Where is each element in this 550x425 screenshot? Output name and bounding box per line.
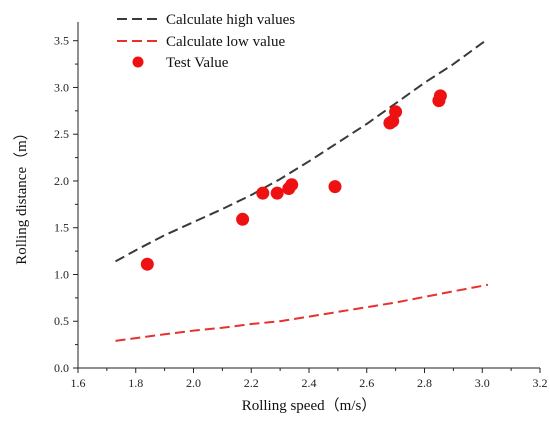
legend: Calculate high values Calculate low valu… [117,12,295,71]
x-tick-label: 3.2 [533,376,548,390]
legend-label-test: Test Value [166,55,229,71]
series-lines [115,37,489,342]
y-tick-label: 1.5 [54,221,69,235]
test-value-point [236,212,250,226]
y-tick-label: 2.0 [54,174,69,188]
test-value-markers [140,89,447,271]
test-value-point [140,257,154,271]
test-value-point [328,180,342,194]
y-tick-label: 0.5 [54,314,69,328]
calculate-low-line [115,283,489,342]
x-tick-label: 3.0 [475,376,490,390]
x-tick-label: 1.6 [71,376,86,390]
y-tick-label: 1.0 [54,267,69,281]
legend-label-low: Calculate low value [166,34,285,50]
legend-swatch-test [132,56,144,68]
y-tick-label: 0.0 [54,361,69,375]
x-axis-title: Rolling speed（m/s） [242,397,377,414]
x-tick-label: 1.8 [128,376,143,390]
y-tick-label: 3.0 [54,80,69,94]
test-value-point [433,89,447,103]
test-value-point [389,105,403,119]
x-tick-label: 2.6 [359,376,374,390]
x-tick-label: 2.8 [417,376,432,390]
y-axis-ticks: 0.0 0.5 1.0 1.5 2.0 2.5 3.0 3.5 [54,34,78,375]
test-value-point [285,178,299,192]
x-tick-label: 2.2 [244,376,259,390]
calculate-high-line [115,37,489,263]
test-value-point [256,186,270,200]
y-axis-title: Rolling distance（m） [13,125,30,265]
test-value-point [270,186,284,200]
y-tick-label: 3.5 [54,34,69,48]
legend-label-high: Calculate high values [166,12,295,28]
x-tick-label: 2.4 [302,376,317,390]
y-tick-label: 2.5 [54,127,69,141]
x-tick-label: 2.0 [186,376,201,390]
x-axis-ticks: 1.6 1.8 2.0 2.2 2.4 2.6 2.8 3.0 3.2 [71,368,548,390]
